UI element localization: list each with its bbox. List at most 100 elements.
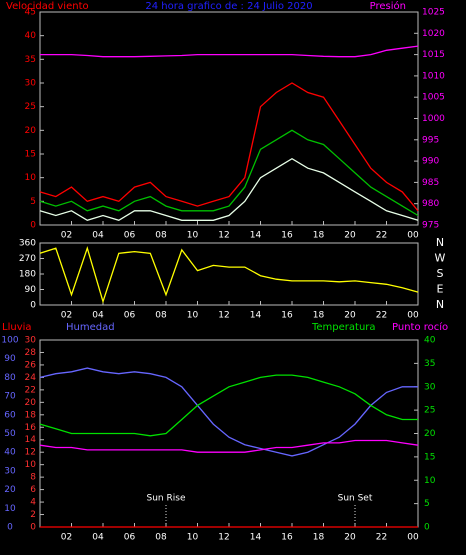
- x-tick-label: 00: [407, 533, 419, 543]
- y2-axis-label: Presión: [370, 0, 406, 12]
- x-tick-label: 10: [187, 533, 199, 543]
- x-tick-label: 14: [250, 311, 262, 321]
- x-tick-label: 22: [376, 231, 387, 241]
- y2-tick-label: N: [436, 298, 444, 311]
- y2-tick-label: 1015: [422, 50, 445, 60]
- series-line: [39, 82, 419, 212]
- x-tick-label: 14: [250, 231, 262, 241]
- y2-tick-label: 15: [424, 452, 435, 462]
- y3-tick-label: 40: [4, 448, 16, 458]
- y-tick-label: 0: [30, 301, 36, 311]
- x-tick-label: 16: [281, 231, 293, 241]
- y3-tick-label: 100: [1, 336, 18, 346]
- y3-tick-label: 20: [4, 485, 16, 495]
- y2-tick-label: 1025: [422, 8, 445, 18]
- x-tick-label: 20: [344, 231, 356, 241]
- series-line: [39, 157, 419, 222]
- y2-tick-label: N: [436, 236, 444, 249]
- y2-tick-label: 30: [424, 382, 436, 392]
- y-tick-label: 45: [25, 8, 36, 18]
- series-line: [39, 246, 419, 304]
- y2-tick-label: 975: [422, 221, 439, 231]
- x-tick-label: 18: [313, 533, 325, 543]
- y2-tick-label: 990: [422, 157, 439, 167]
- y3-tick-label: 60: [4, 410, 16, 420]
- y-tick-label: 0: [30, 221, 36, 231]
- y-axis-label: Velocidad viento: [6, 1, 89, 12]
- y-tick-label: 90: [25, 285, 37, 295]
- y3-tick-label: 80: [4, 373, 16, 383]
- y-tick-label: 15: [25, 150, 36, 160]
- y-tick-label: 30: [25, 79, 37, 89]
- y-tick-label: 8: [30, 473, 36, 483]
- x-tick-label: 16: [281, 311, 293, 321]
- y-tick-label: 6: [30, 485, 36, 495]
- x-tick-label: 08: [155, 311, 167, 321]
- series-line: [39, 367, 418, 457]
- legend-label: Lluvia: [2, 322, 32, 333]
- y-tick-label: 22: [25, 385, 36, 395]
- y2-tick-label: 995: [422, 135, 439, 145]
- x-tick-label: 08: [155, 231, 167, 241]
- y2-tick-label: 1005: [422, 93, 445, 103]
- y-tick-label: 40: [25, 31, 37, 41]
- y-tick-label: 16: [25, 423, 37, 433]
- y-tick-label: 4: [30, 498, 36, 508]
- x-tick-label: 12: [218, 533, 229, 543]
- x-tick-label: 22: [376, 311, 387, 321]
- series-line: [39, 439, 419, 453]
- y2-tick-label: 985: [422, 178, 439, 188]
- y2-tick-label: 0: [424, 523, 430, 533]
- y2-tick-label: E: [437, 283, 444, 296]
- x-tick-label: 08: [155, 533, 167, 543]
- y-tick-label: 28: [25, 348, 37, 358]
- y-tick-label: 10: [25, 173, 37, 183]
- x-tick-label: 14: [250, 533, 262, 543]
- y-tick-label: 180: [19, 270, 36, 280]
- x-tick-label: 02: [61, 533, 72, 543]
- y-tick-label: 30: [25, 336, 37, 346]
- y3-tick-label: 50: [4, 429, 16, 439]
- y2-tick-label: 1000: [422, 114, 445, 124]
- y-tick-label: 26: [25, 360, 37, 370]
- x-tick-label: 12: [218, 231, 229, 241]
- y2-tick-label: W: [435, 252, 446, 265]
- y-tick-label: 5: [30, 197, 36, 207]
- y-tick-label: 20: [25, 398, 37, 408]
- series-line: [39, 129, 419, 217]
- y-tick-label: 2: [30, 510, 36, 520]
- y2-tick-label: 1020: [422, 29, 445, 39]
- y-tick-label: 10: [25, 460, 37, 470]
- series-line: [39, 374, 418, 437]
- y2-tick-label: 20: [424, 429, 436, 439]
- y3-tick-label: 0: [7, 523, 13, 533]
- annotation: Sun Rise: [147, 494, 186, 504]
- x-tick-label: 20: [344, 311, 356, 321]
- y3-tick-label: 10: [4, 504, 16, 514]
- x-tick-label: 06: [124, 231, 136, 241]
- y2-tick-label: 980: [422, 199, 439, 209]
- x-tick-label: 22: [376, 533, 387, 543]
- x-tick-label: 04: [92, 231, 104, 241]
- x-tick-label: 10: [187, 311, 199, 321]
- x-tick-label: 06: [124, 533, 136, 543]
- y2-tick-label: 10: [424, 476, 436, 486]
- y-tick-label: 20: [25, 126, 37, 136]
- x-tick-label: 00: [407, 231, 419, 241]
- x-tick-label: 10: [187, 231, 199, 241]
- x-tick-label: 18: [313, 311, 325, 321]
- y-tick-label: 35: [25, 55, 36, 65]
- y2-tick-label: 1010: [422, 71, 445, 81]
- y-tick-label: 14: [25, 435, 37, 445]
- y2-tick-label: 5: [424, 499, 430, 509]
- x-tick-label: 04: [92, 311, 104, 321]
- chart-title: 24 hora grafico de : 24 Julio 2020: [145, 1, 312, 12]
- y-tick-label: 25: [25, 102, 36, 112]
- x-tick-label: 20: [344, 533, 356, 543]
- y-tick-label: 18: [25, 410, 37, 420]
- x-tick-label: 18: [313, 231, 325, 241]
- x-tick-label: 06: [124, 311, 136, 321]
- y3-tick-label: 90: [4, 354, 16, 364]
